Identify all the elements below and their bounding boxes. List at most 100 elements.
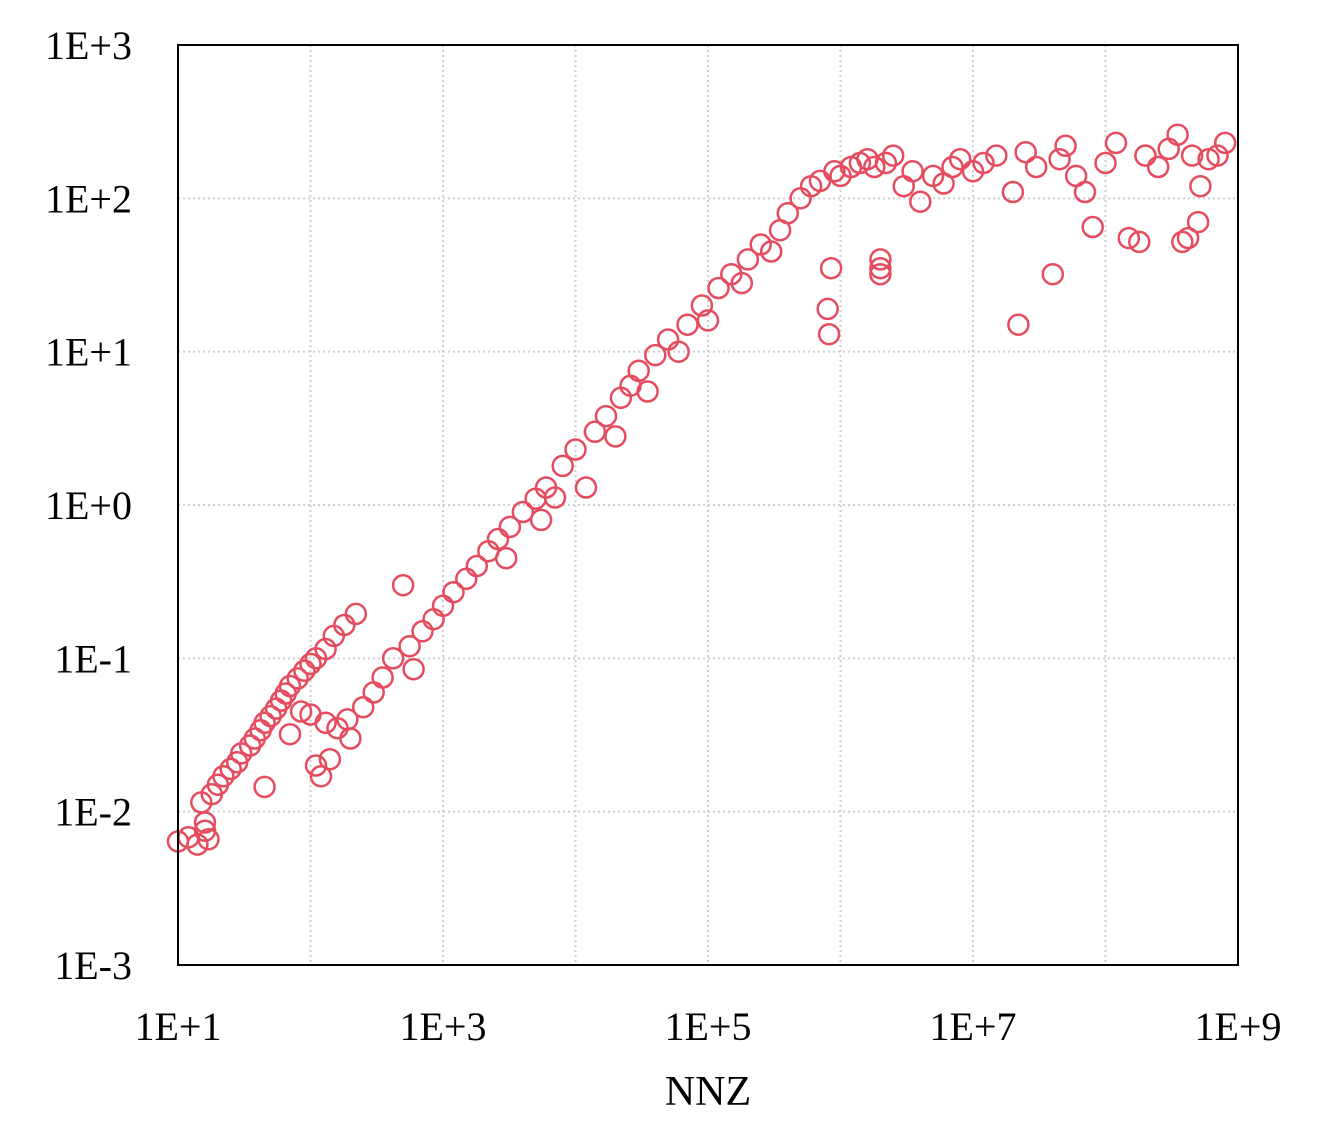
data-point [455, 567, 478, 591]
data-point [1206, 144, 1229, 167]
data-point [1073, 180, 1097, 204]
data-point [636, 380, 659, 403]
y-tick-label: 1E+0 [45, 483, 132, 528]
data-point [1180, 144, 1204, 167]
data-point [186, 833, 209, 856]
data-point [314, 711, 337, 735]
data-point [299, 652, 322, 676]
data-point [442, 580, 465, 604]
data-point [304, 754, 328, 777]
data-point [1081, 215, 1104, 239]
plot-area-frame [177, 44, 1239, 966]
data-point [909, 190, 932, 213]
data-point [1134, 144, 1157, 167]
data-point [1094, 151, 1117, 175]
data-point [362, 681, 385, 704]
data-point [289, 700, 313, 723]
data-point [318, 747, 342, 771]
y-tick-labels: 1E-3 1E-2 1E-1 1E+0 1E+1 1E+2 1E+3 [45, 23, 132, 988]
x-tick-label: 1E+7 [930, 1004, 1017, 1049]
y-tick-label: 1E-2 [54, 790, 132, 835]
data-point [564, 438, 587, 461]
data-point [381, 647, 405, 670]
grid-layer [178, 45, 1238, 965]
data-point [1014, 140, 1037, 164]
data-point [1166, 123, 1189, 146]
data-point [901, 160, 924, 183]
data-point [1146, 155, 1170, 179]
data-point [422, 607, 445, 631]
data-point [817, 322, 841, 346]
data-point [411, 620, 434, 643]
y-tick-label: 1E+1 [45, 330, 132, 375]
data-point [219, 757, 242, 781]
data-point [543, 486, 567, 509]
data-point [759, 240, 783, 263]
data-point [1213, 131, 1237, 155]
data-point [371, 666, 394, 689]
data-point [972, 151, 995, 175]
y-tick-label: 1E-3 [54, 943, 132, 988]
data-point [874, 151, 898, 175]
x-axis-title: NNZ [665, 1069, 751, 1115]
data-point [1007, 313, 1030, 336]
y-tick-label: 1E+2 [45, 176, 132, 221]
data-point [212, 765, 235, 788]
data-point [278, 722, 302, 746]
data-point [351, 695, 375, 719]
data-point [1104, 131, 1128, 155]
data-point [1117, 226, 1141, 250]
data-point [253, 775, 276, 799]
data-point [690, 294, 714, 317]
data-point [494, 546, 518, 570]
data-point [869, 262, 892, 286]
y-tick-label: 1E+3 [45, 23, 132, 68]
data-point [398, 634, 421, 658]
data-point [892, 174, 915, 198]
data-point [1128, 230, 1151, 254]
data-point [293, 659, 316, 682]
data-point [498, 515, 522, 539]
data-point [656, 328, 680, 351]
data-point [1176, 226, 1200, 250]
data-point [486, 527, 510, 551]
data-point [286, 667, 309, 690]
x-tick-labels: 1E+1 1E+3 1E+5 1E+7 1E+9 [135, 1004, 1282, 1049]
data-point [1048, 147, 1071, 171]
x-tick-label: 1E+5 [665, 1004, 752, 1049]
data-point [707, 276, 730, 300]
data-point [1186, 210, 1210, 234]
data-point [278, 674, 302, 698]
data-point [583, 420, 607, 444]
x-tick-label: 1E+9 [1195, 1004, 1282, 1049]
data-point [819, 256, 843, 280]
data-point [869, 248, 892, 271]
data-point [604, 425, 627, 448]
data-point [309, 765, 333, 788]
data-point [511, 500, 535, 524]
data-point [391, 573, 415, 597]
data-point [402, 657, 425, 681]
data-point [574, 476, 598, 499]
data-point [1001, 180, 1025, 204]
data-point [730, 271, 754, 295]
data-point [1024, 155, 1048, 179]
data-point [1054, 134, 1077, 158]
data-point [314, 637, 337, 661]
y-tick-label: 1E-1 [54, 636, 132, 681]
data-point [736, 248, 760, 271]
data-point [941, 155, 964, 179]
data-point [667, 340, 690, 363]
data-point [823, 160, 846, 183]
data-point [339, 727, 362, 750]
data-point [465, 554, 489, 578]
data-point [985, 144, 1008, 167]
points-layer [166, 123, 1237, 856]
data-point [551, 454, 574, 478]
data-point [259, 704, 282, 728]
data-point [253, 711, 276, 735]
data-point [1189, 174, 1212, 198]
data-point [948, 147, 972, 171]
data-point [594, 404, 618, 428]
